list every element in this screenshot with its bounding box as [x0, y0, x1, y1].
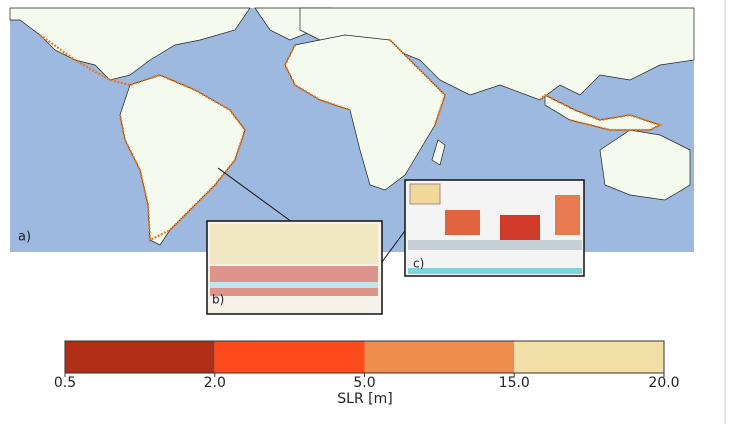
coastline-exposure — [283, 39, 663, 132]
callout-line — [381, 227, 408, 263]
colorbar-segment — [65, 341, 215, 373]
road — [408, 240, 582, 250]
coastline-exposure — [39, 34, 247, 242]
madagascar — [431, 139, 446, 166]
building — [409, 183, 441, 205]
colorbar: 0.5 2.0 5.0 15.0 20.0 — [54, 340, 680, 391]
world-map: a) — [9, 7, 695, 252]
colorbar-tick-label: 20.0 — [648, 375, 679, 391]
panel-label: b) — [212, 293, 224, 307]
water — [210, 282, 378, 288]
colorbar-segment — [364, 341, 515, 373]
colorbar-tick-label: 5.0 — [353, 375, 375, 391]
inset-c: c) — [404, 179, 585, 277]
panel-label: c) — [413, 257, 424, 271]
buildings-low — [210, 266, 378, 296]
colorbar-tick-label: 0.5 — [54, 375, 76, 391]
buildings-high — [210, 224, 378, 264]
building — [445, 210, 480, 235]
colorbar-label: SLR [m] — [337, 391, 392, 407]
building — [555, 195, 580, 235]
callout-line — [217, 167, 293, 223]
water — [408, 268, 582, 274]
north-america — [9, 7, 251, 81]
colorbar-segment — [514, 341, 664, 373]
colorbar-segment — [214, 341, 365, 373]
australia — [599, 129, 691, 201]
colorbar-tick-label: 15.0 — [499, 375, 530, 391]
building — [500, 215, 540, 240]
colorbar-tick-label: 2.0 — [204, 375, 226, 391]
inset-b: b) — [206, 220, 383, 315]
panel-label: a) — [18, 230, 31, 245]
